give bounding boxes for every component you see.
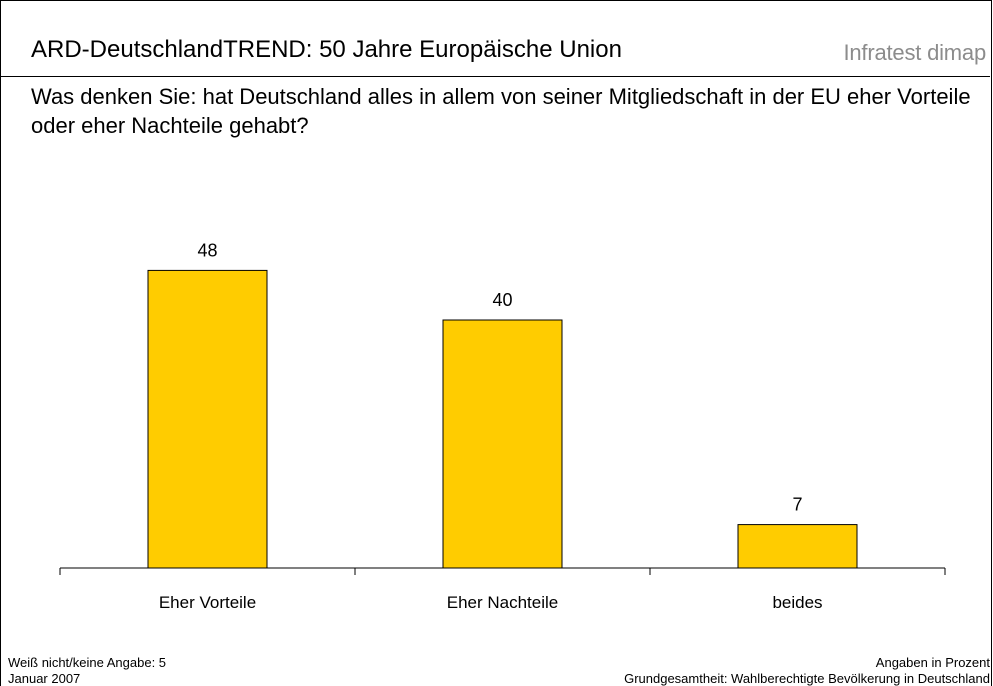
- bar-eher-nachteile: [442, 319, 563, 569]
- bar-beides: [737, 524, 858, 569]
- footer-unit: Angaben in Prozent: [875, 655, 990, 670]
- survey-question: Was denken Sie: hat Deutschland alles in…: [31, 84, 971, 138]
- category-label: Eher Vorteile: [159, 593, 256, 612]
- category-label: beides: [772, 593, 822, 612]
- data-label: 7: [792, 495, 802, 515]
- header-divider: [0, 76, 990, 77]
- category-label: Eher Nachteile: [447, 593, 559, 612]
- data-label: 40: [492, 290, 512, 310]
- bar-eher-vorteile: [147, 269, 268, 569]
- footer-population: Grundgesamtheit: Wahlberechtigte Bevölke…: [624, 671, 990, 686]
- page-title: ARD-DeutschlandTREND: 50 Jahre Europäisc…: [31, 36, 622, 63]
- footer-date: Januar 2007: [8, 671, 81, 686]
- brand-logo-text: Infratest dimap: [843, 40, 986, 65]
- footer-note: Weiß nicht/keine Angabe: 5: [8, 655, 167, 670]
- data-label: 48: [197, 240, 217, 260]
